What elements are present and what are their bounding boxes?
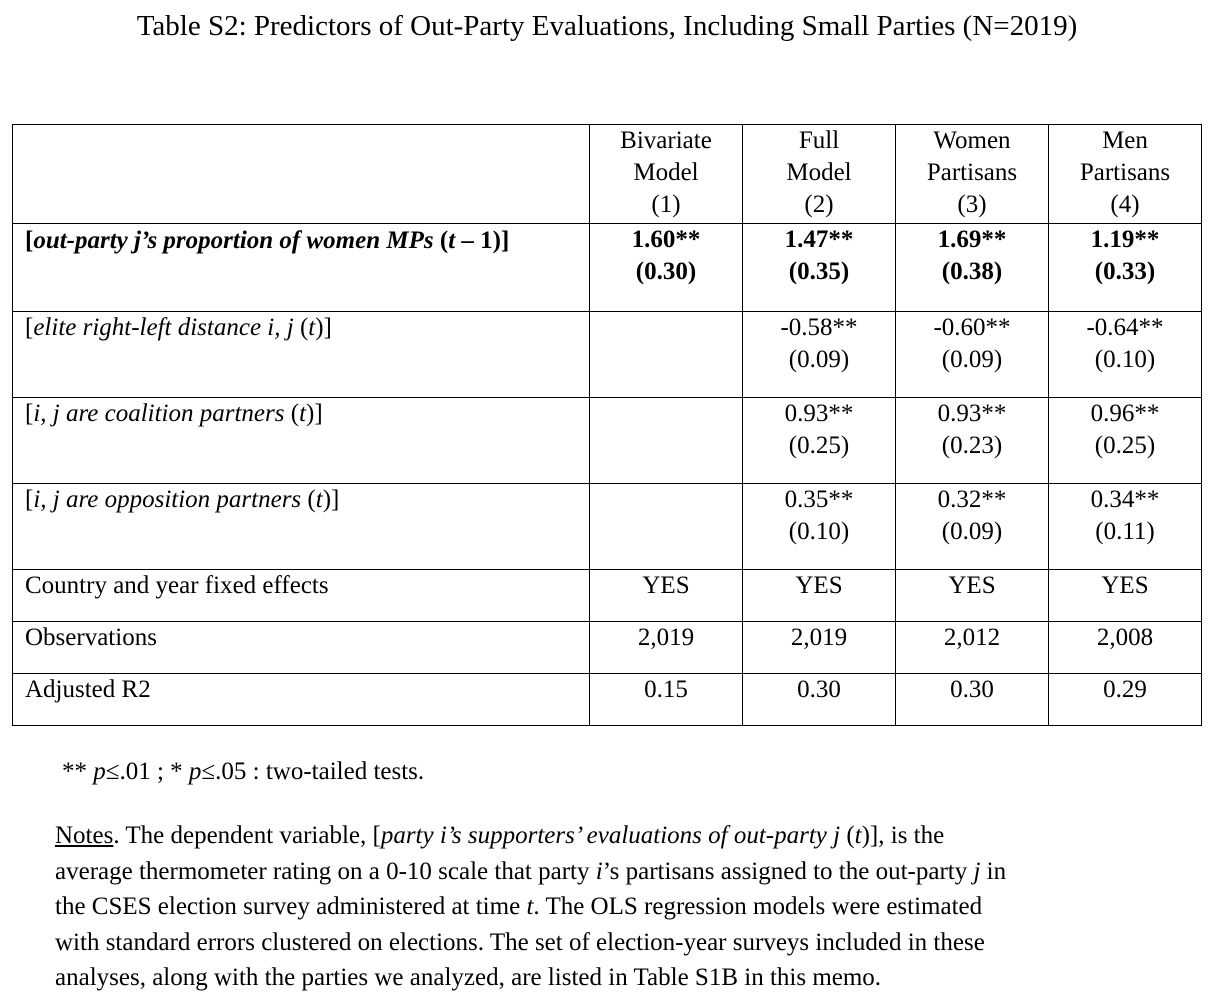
column-header: Bivariate Model (1): [589, 124, 743, 224]
row-label: Observations: [12, 621, 590, 674]
header-blank-cell: [12, 124, 590, 224]
coef-cell: 0.32** (0.09): [895, 483, 1049, 570]
table-row: Country and year fixed effects YES YES Y…: [12, 569, 1202, 622]
coef-cell: [589, 483, 743, 570]
table-row: Adjusted R2 0.15 0.30 0.30 0.29: [12, 673, 1202, 726]
coef-cell: [589, 311, 743, 398]
row-label: [i, j are opposition partners (t)]: [12, 483, 590, 570]
table-row: [i, j are coalition partners (t)] 0.93**…: [12, 397, 1202, 484]
row-label: Country and year fixed effects: [12, 569, 590, 622]
value-cell: YES: [895, 569, 1049, 622]
row-label: [elite right-left distance i, j (t)]: [12, 311, 590, 398]
value-cell: 2,019: [742, 621, 896, 674]
notes-line: analyses, along with the parties we anal…: [55, 964, 882, 991]
table-row: [out-party j’s proportion of women MPs (…: [12, 223, 1202, 312]
coef-cell: 1.19** (0.33): [1048, 223, 1202, 312]
notes-paragraph: Notes. The dependent variable, [party i’…: [55, 818, 1185, 996]
value-cell: 0.30: [742, 673, 896, 726]
notes-line: the CSES election survey administered at…: [55, 893, 983, 920]
coef-cell: -0.60** (0.09): [895, 311, 1049, 398]
column-header: Men Partisans (4): [1048, 124, 1202, 224]
coef-cell: 1.60** (0.30): [589, 223, 743, 312]
table-header-row: Bivariate Model (1) Full Model (2) Women…: [12, 124, 1202, 224]
value-cell: 0.29: [1048, 673, 1202, 726]
coef-cell: 0.35** (0.10): [742, 483, 896, 570]
row-label: [out-party j’s proportion of women MPs (…: [12, 223, 590, 312]
column-header: Women Partisans (3): [895, 124, 1049, 224]
table-title: Table S2: Predictors of Out-Party Evalua…: [136, 10, 1078, 42]
column-header: Full Model (2): [742, 124, 896, 224]
value-cell: 2,012: [895, 621, 1049, 674]
value-cell: 0.15: [589, 673, 743, 726]
notes-line: with standard errors clustered on electi…: [55, 928, 985, 956]
row-label: Adjusted R2: [12, 673, 590, 726]
table-row: [elite right-left distance i, j (t)] -0.…: [12, 311, 1202, 398]
table-row: Observations 2,019 2,019 2,012 2,008: [12, 621, 1202, 674]
coef-cell: 0.93** (0.23): [895, 397, 1049, 484]
coef-cell: [589, 397, 743, 484]
coef-cell: -0.64** (0.10): [1048, 311, 1202, 398]
value-cell: YES: [589, 569, 743, 622]
coef-cell: 0.34** (0.11): [1048, 483, 1202, 570]
notes-line: average thermometer rating on a 0-10 sca…: [55, 857, 1007, 885]
value-cell: 2,008: [1048, 621, 1202, 674]
value-cell: YES: [742, 569, 896, 622]
coef-cell: 0.96** (0.25): [1048, 397, 1202, 484]
row-label: [i, j are coalition partners (t)]: [12, 397, 590, 484]
coef-cell: 1.47** (0.35): [742, 223, 896, 312]
coef-cell: 1.69** (0.38): [895, 223, 1049, 312]
coef-cell: -0.58** (0.09): [742, 311, 896, 398]
value-cell: 0.30: [895, 673, 1049, 726]
significance-footnote: ** p≤.01 ; * p≤.05 : two-tailed tests.: [62, 758, 425, 785]
value-cell: 2,019: [589, 621, 743, 674]
notes-line: Notes. The dependent variable, [party i’…: [55, 822, 945, 849]
coef-cell: 0.93** (0.25): [742, 397, 896, 484]
value-cell: YES: [1048, 569, 1202, 622]
notes-heading: Notes: [55, 822, 114, 849]
regression-table: Bivariate Model (1) Full Model (2) Women…: [12, 124, 1202, 726]
table-row: [i, j are opposition partners (t)] 0.35*…: [12, 483, 1202, 570]
